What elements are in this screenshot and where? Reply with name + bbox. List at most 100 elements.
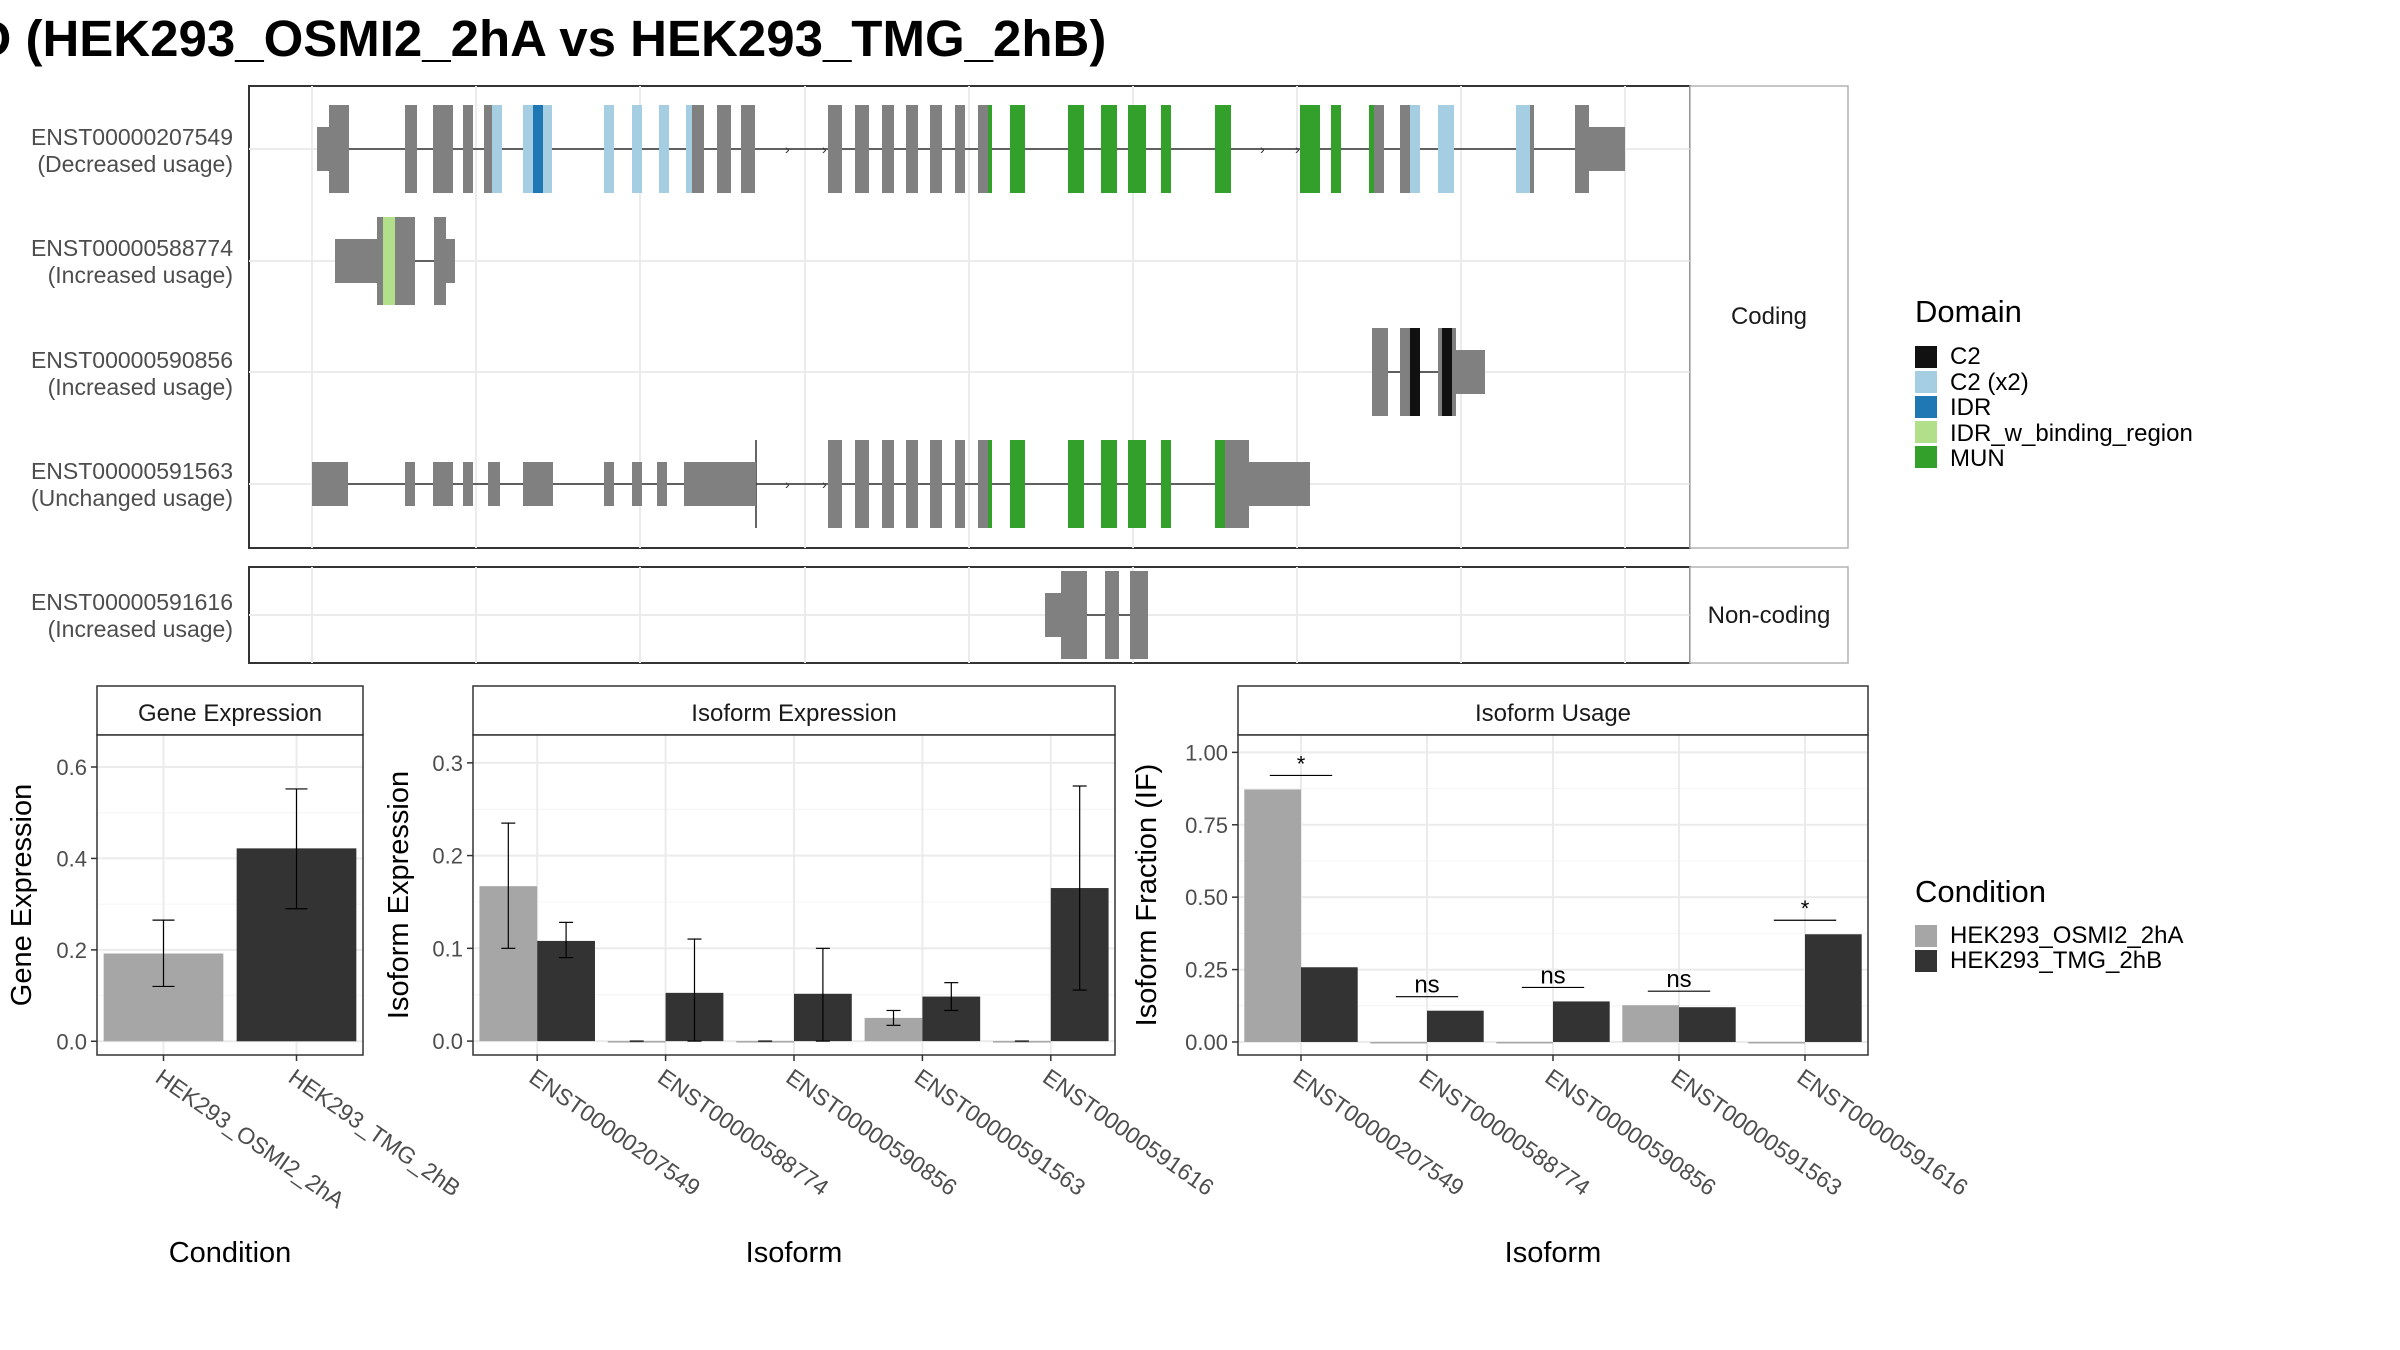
transcript-model-3 <box>1372 328 1485 416</box>
legend-key-mun <box>1915 446 1937 468</box>
exon <box>1452 328 1456 416</box>
legend-key-c2x2 <box>1915 371 1937 393</box>
legend-label: HEK293_OSMI2_2hA <box>1950 922 2183 949</box>
utr-exon <box>433 462 453 506</box>
legend-label: MUN <box>1950 445 2005 472</box>
exon <box>484 105 492 193</box>
bar-HEK293_OSMI2_2hA-ENST00000207549 <box>1244 789 1301 1042</box>
bar-HEK293_OSMI2_2hA-ENST00000591616 <box>993 1041 1051 1043</box>
exon <box>1130 571 1148 659</box>
bar-HEK293_OSMI2_2hA-ENST00000588774 <box>607 1041 666 1043</box>
exon <box>882 440 894 528</box>
exon <box>906 440 918 528</box>
significance-label: * <box>1297 751 1306 776</box>
panel-title: Gene Expression <box>138 700 322 727</box>
strand-arrow: › <box>1260 141 1265 157</box>
utr-exon <box>312 462 348 506</box>
y-tick-label: 0.2 <box>56 938 87 963</box>
domain-legend: Domain C2 C2 (x2) IDR IDR_w_binding_regi… <box>1915 294 2193 472</box>
exon <box>1438 328 1442 416</box>
panel-strip <box>1237 685 1869 736</box>
transcript-id: ENST00000590856 <box>31 347 233 373</box>
legend-label: C2 (x2) <box>1950 369 2029 396</box>
utr-exon <box>488 462 500 506</box>
y-tick-label: 0.25 <box>1185 958 1228 983</box>
exon <box>717 105 731 193</box>
transcript-id: ENST00000207549 <box>31 124 233 150</box>
transcript-usage-label: (Increased usage) <box>48 616 233 642</box>
exon <box>1400 328 1410 416</box>
panel-strip <box>96 685 364 736</box>
transcript-model-1: › › › › <box>317 105 1625 193</box>
condition-legend-title: Condition <box>1915 874 2046 909</box>
exon <box>855 105 869 193</box>
y-tick-label: 0.0 <box>432 1029 463 1054</box>
significance-label: ns <box>1666 966 1691 993</box>
y-tick-label: 0.75 <box>1185 813 1228 838</box>
exon <box>395 217 415 305</box>
significance-label: ns <box>1540 962 1565 989</box>
bar-HEK293_TMG_2hB-ENST00000591616 <box>1805 934 1862 1042</box>
bar-HEK293_OSMI2_2hA-ENST00000591563 <box>864 1017 923 1042</box>
exon <box>329 105 349 193</box>
exon <box>463 105 473 193</box>
y-tick-label: 0.3 <box>432 751 463 776</box>
transcript-usage-label: (Increased usage) <box>48 262 233 288</box>
y-tick-label: 0.6 <box>56 755 87 780</box>
utr-exon <box>335 239 377 283</box>
domain-mun <box>1369 105 1374 193</box>
y-axis-title: Isoform Fraction (IF) <box>1131 764 1163 1027</box>
y-tick-label: 0.2 <box>432 844 463 869</box>
y-axis-title: Isoform Expression <box>383 771 415 1019</box>
utr-exon <box>1249 462 1310 506</box>
plot-title: Isoform switch in UNC13D (HEK293_OSMI2_2… <box>0 10 1106 67</box>
x-axis-title: Condition <box>169 1237 292 1269</box>
exon <box>692 105 704 193</box>
domain-mun <box>1331 105 1341 193</box>
domain-idr <box>533 105 543 193</box>
bar-HEK293_OSMI2_2hA-ENST00000590856 <box>1496 1041 1553 1044</box>
y-tick-label: 1.00 <box>1185 740 1228 765</box>
bar-HEK293_OSMI2_2hA-ENST00000591563 <box>1622 1005 1679 1042</box>
y-tick-label: 0.4 <box>56 846 87 871</box>
utr-exon <box>446 239 455 283</box>
exon <box>434 217 446 305</box>
bar-HEK293_TMG_2hB-ENST00000591563 <box>1679 1007 1736 1042</box>
legend-label: HEK293_TMG_2hB <box>1950 947 2162 974</box>
exon <box>828 105 842 193</box>
transcript-model-4: › › <box>312 440 1310 528</box>
x-axis-title: Isoform <box>1505 1237 1602 1269</box>
bar-HEK293_TMG_2hB-ENST00000207549 <box>1301 967 1358 1042</box>
legend-key-c2 <box>1915 346 1937 368</box>
exon <box>828 440 842 528</box>
exon <box>978 440 988 528</box>
domain-mun <box>1161 105 1171 193</box>
domain-c2x2 <box>632 105 642 193</box>
strand-arrow: › <box>822 476 827 492</box>
utr-exon <box>684 462 756 506</box>
domain-mun <box>1010 105 1025 193</box>
coding-panel: › › › › <box>248 85 1691 549</box>
legend-key-cond-b <box>1915 950 1937 972</box>
significance-label: ns <box>1414 972 1439 999</box>
utr-exon <box>657 462 667 506</box>
utr-exon <box>632 462 642 506</box>
panel-border <box>96 734 364 1056</box>
domain-mun <box>1010 440 1025 528</box>
domain-mun <box>1101 105 1117 193</box>
y-tick-label: 0.00 <box>1185 1030 1228 1055</box>
coding-strip: Coding <box>1689 85 1849 549</box>
transcript-model-2 <box>335 217 455 305</box>
noncoding-strip: Non-coding <box>1689 566 1849 664</box>
legend-label: C2 <box>1950 343 1981 370</box>
domain-idr-binding <box>383 217 395 305</box>
transcript-usage-label: (Unchanged usage) <box>31 485 233 511</box>
domain-mun <box>1215 440 1225 528</box>
noncoding-panel <box>248 566 1691 664</box>
transcript-usage-label: (Decreased usage) <box>37 151 233 177</box>
domain-c2x2 <box>1516 105 1530 193</box>
strand-arrow: › <box>822 141 827 157</box>
domain-mun <box>1068 440 1084 528</box>
coding-strip-label: Coding <box>1731 303 1807 330</box>
